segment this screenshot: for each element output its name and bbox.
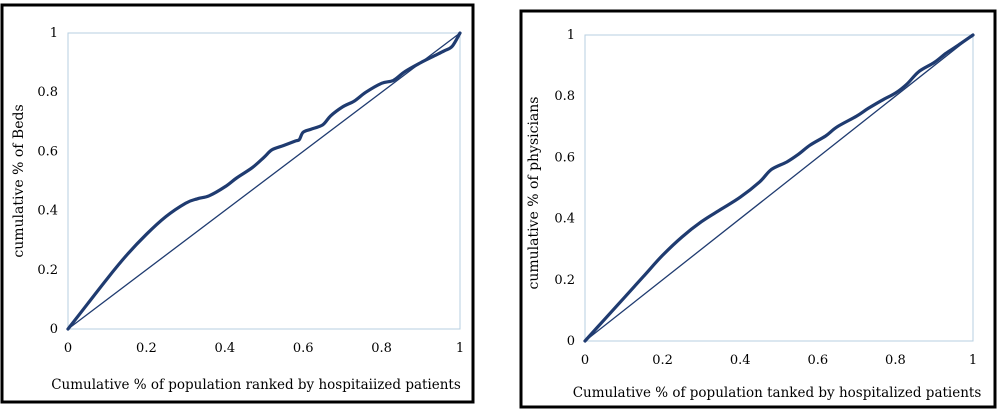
chart-physicians: 0 0.2 0.4 0.6 0.8 1 0 0.2 0.4 0.6 0.8 1 cumulative… xyxy=(519,9,997,409)
chart-frame xyxy=(0,3,475,404)
chart-frame xyxy=(519,9,997,409)
x-tick-label: 0 xyxy=(64,341,72,356)
y-tick-label: 0 xyxy=(50,322,58,337)
x-tick-label: 1 xyxy=(456,341,464,356)
y-tick-label: 0.4 xyxy=(554,212,575,227)
x-tick-label: 1 xyxy=(969,353,977,368)
x-tick-label: 0.6 xyxy=(807,353,828,368)
x-tick-label: 0.4 xyxy=(214,341,235,356)
concentration-curve xyxy=(583,33,975,343)
line-of-equality xyxy=(584,34,974,342)
plot-area xyxy=(67,32,461,330)
x-axis-title: Cumulative % of population tanked by hos… xyxy=(573,385,982,401)
y-tick-label: 0.2 xyxy=(37,263,58,278)
x-tick-labels: 0 0.2 0.4 0.6 0.8 1 xyxy=(64,341,464,356)
y-tick-labels: 0 0.2 0.4 0.6 0.8 1 xyxy=(554,28,575,349)
x-tick-label: 0 xyxy=(581,353,589,368)
y-axis-title: cumulative % of physicians xyxy=(526,97,542,290)
x-tick-label: 0.2 xyxy=(652,353,673,368)
y-axis-title: cumulative % of Beds xyxy=(11,104,27,257)
concentration-curve xyxy=(66,31,462,331)
y-tick-label: 0.4 xyxy=(37,204,58,219)
y-tick-label: 1 xyxy=(567,28,575,43)
y-tick-labels: 0 0.2 0.4 0.6 0.8 1 xyxy=(37,26,58,337)
plot-area xyxy=(584,34,974,342)
y-tick-label: 0.8 xyxy=(37,85,58,100)
y-tick-label: 0 xyxy=(567,334,575,349)
x-tick-label: 0.2 xyxy=(136,341,157,356)
y-tick-label: 1 xyxy=(50,26,58,41)
line-of-equality xyxy=(67,32,461,330)
y-tick-label: 0.8 xyxy=(554,89,575,104)
x-tick-label: 0.6 xyxy=(293,341,314,356)
x-axis-title: Cumulative % of population ranked by hos… xyxy=(51,377,461,393)
chart-beds: 0 0.2 0.4 0.6 0.8 1 0 0.2 0.4 0.6 0.8 1 cumulative… xyxy=(0,3,475,404)
y-tick-label: 0.6 xyxy=(37,144,58,159)
x-tick-label: 0.8 xyxy=(371,341,392,356)
y-tick-label: 0.6 xyxy=(554,150,575,165)
x-tick-label: 0.4 xyxy=(730,353,751,368)
x-tick-labels: 0 0.2 0.4 0.6 0.8 1 xyxy=(581,353,977,368)
x-tick-label: 0.8 xyxy=(885,353,906,368)
y-tick-label: 0.2 xyxy=(554,273,575,288)
